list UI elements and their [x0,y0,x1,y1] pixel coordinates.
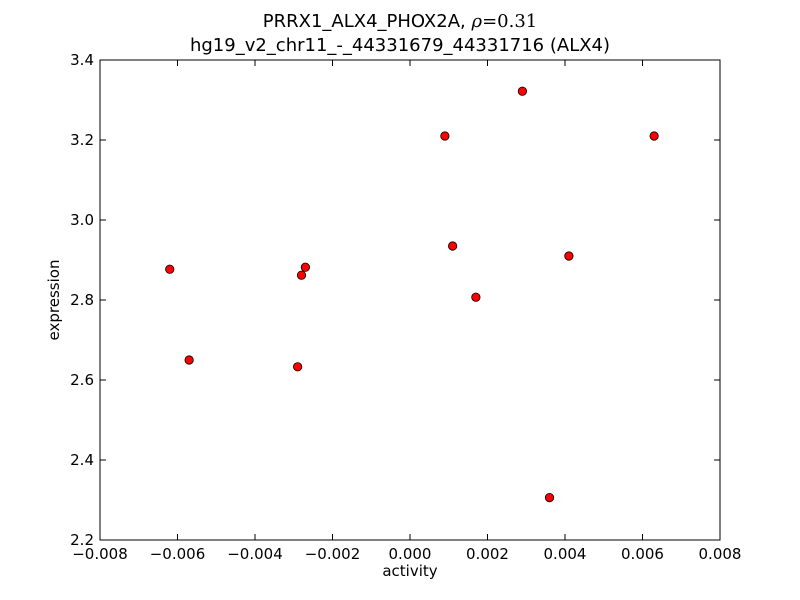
x-tick-label: −0.002 [305,545,361,563]
data-point [564,251,574,261]
rho-value: 0.31 [497,11,538,32]
data-point [300,262,310,272]
data-point [448,241,458,251]
y-tick-label: 2.8 [70,291,94,309]
data-points [165,86,659,503]
data-point [296,270,307,280]
data-point [165,264,175,274]
x-axis-label: activity [382,562,437,580]
x-tick-label: 0.002 [466,545,509,563]
y-tick-label: 2.6 [70,371,94,389]
y-axis-label: expression [45,260,63,341]
x-tick-label: −0.008 [72,545,128,563]
x-tick-label: 0.008 [699,545,742,563]
x-tick-label: 0.004 [544,545,587,563]
plot-frame [99,59,721,541]
data-point [471,292,481,302]
y-tick-label: 2.4 [70,451,94,469]
x-tick-label: −0.006 [150,545,206,563]
y-tick-label: 2.2 [70,531,94,549]
rho-symbol: ρ [471,11,483,32]
x-tick-label: 0.000 [389,545,432,563]
chart-title: PRRX1_ALX4_PHOX2A, ρ=0.31 [0,11,800,32]
x-tick-label: −0.004 [227,545,283,563]
data-point [184,355,194,365]
rho-equals: = [482,11,498,32]
chart-subtitle: hg19_v2_chr11_-_44331679_44331716 (ALX4) [189,35,611,56]
data-point [649,131,659,141]
axis-ticks: −0.008 −0.006 −0.004 −0.002 0.000 0.002 0.004 0… [70,51,741,563]
data-point [517,86,527,96]
y-tick-label: 3.2 [70,131,94,149]
x-tick-label: 0.006 [621,545,664,563]
chart-title-prefix: PRRX1_ALX4_PHOX2A, [262,11,472,32]
data-point [293,362,303,372]
y-tick-label: 3.4 [70,51,94,69]
y-tick-label: 3.0 [70,211,94,229]
data-point [440,131,450,141]
data-point [544,492,555,503]
